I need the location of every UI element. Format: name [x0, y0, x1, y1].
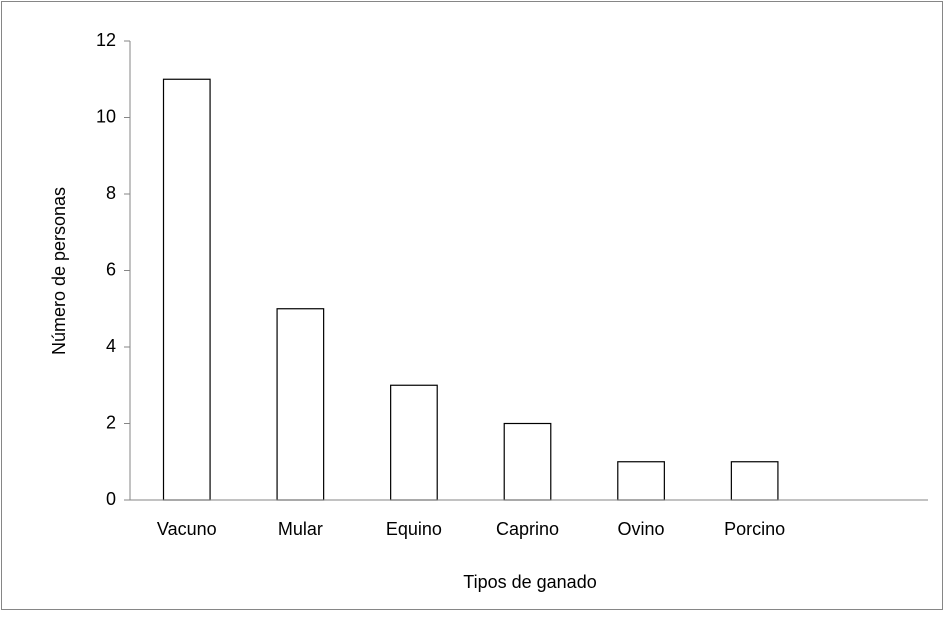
- y-tick-label: 10: [96, 106, 116, 126]
- y-tick-label: 8: [106, 183, 116, 203]
- x-tick-label: Caprino: [496, 519, 559, 539]
- bar: [162, 78, 211, 501]
- bar: [390, 384, 438, 501]
- bar: [503, 422, 552, 501]
- y-tick-label: 0: [106, 489, 116, 509]
- bar: [730, 461, 779, 501]
- y-tick-label: 4: [106, 336, 116, 356]
- x-tick-label: Ovino: [618, 519, 665, 539]
- bar: [276, 308, 325, 501]
- y-tick-label: 6: [106, 259, 116, 279]
- x-tick-label: Equino: [386, 519, 442, 539]
- x-tick-label: Mular: [278, 519, 323, 539]
- y-tick-label: 12: [96, 30, 116, 50]
- x-axis-label: Tipos de ganado: [463, 572, 596, 592]
- x-tick-label: Vacuno: [157, 519, 217, 539]
- bar: [617, 461, 665, 501]
- x-tick-label: Porcino: [724, 519, 785, 539]
- y-tick-label: 2: [106, 412, 116, 432]
- y-axis-label: Número de personas: [49, 187, 69, 355]
